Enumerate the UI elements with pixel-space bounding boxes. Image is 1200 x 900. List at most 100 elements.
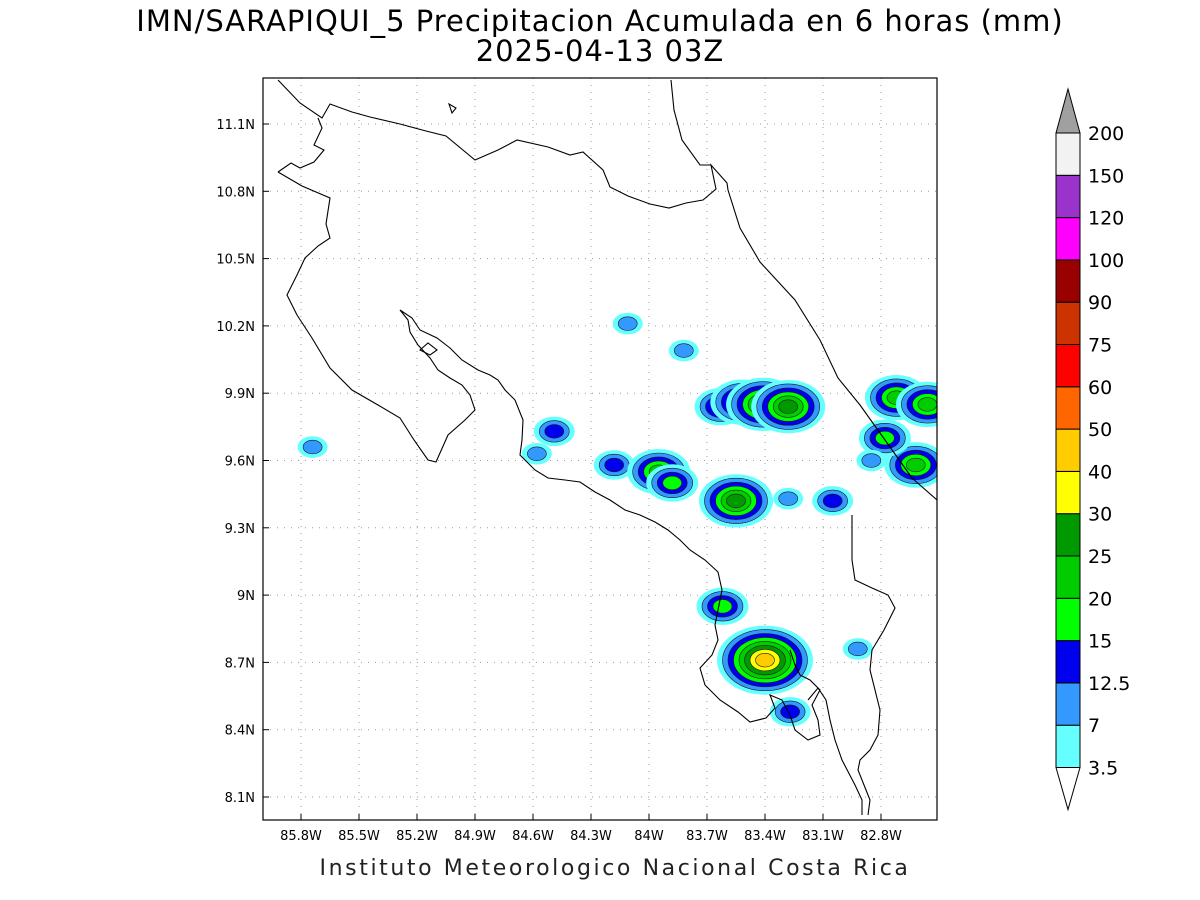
y-tick-label: 9.6N <box>225 455 255 470</box>
precip-cell <box>812 486 854 516</box>
colorbar-swatch <box>1055 132 1081 176</box>
precip-cell <box>842 638 873 660</box>
colorbar-label: 12.5 <box>1088 673 1130 695</box>
precip-contour <box>544 424 565 439</box>
y-tick-label: 8.1N <box>225 791 255 806</box>
colorbar-label: 40 <box>1088 461 1112 483</box>
x-tick-label: 85.5W <box>338 829 380 844</box>
colorbar-label: 50 <box>1088 419 1112 441</box>
y-tick-label: 11.1N <box>216 118 255 133</box>
x-tick-label: 84W <box>634 829 664 844</box>
colorbar-swatch <box>1055 470 1081 515</box>
colorbar-swatch <box>1055 174 1081 219</box>
colorbar-under-arrow <box>1055 767 1081 812</box>
precip-contour <box>780 704 800 719</box>
precip-cell <box>773 487 804 510</box>
x-tick-label: 83.1W <box>802 829 844 844</box>
colorbar-swatch <box>1055 386 1081 430</box>
precip-cell <box>751 380 826 434</box>
colorbar-swatch <box>1055 259 1081 303</box>
precip-contour <box>755 653 775 668</box>
map-subtitle-date: 2025-04-13 03Z <box>475 34 725 68</box>
precip-cell <box>646 464 699 502</box>
colorbar-swatch <box>1055 301 1081 346</box>
precip-contour <box>527 446 547 461</box>
precip-contour <box>617 316 638 331</box>
x-tick-label: 82.8W <box>860 829 902 844</box>
y-tick-label: 8.7N <box>225 656 255 671</box>
precipitation-layer <box>297 312 937 727</box>
colorbar-swatch <box>1055 597 1081 642</box>
map-title: IMN/SARAPIQUI_5 Precipitacion Acumulada … <box>136 4 1064 38</box>
y-tick-label: 10.2N <box>216 320 255 335</box>
colorbar-label: 150 <box>1088 165 1124 187</box>
colorbar-swatch <box>1055 344 1081 388</box>
precip-cell <box>696 587 749 626</box>
coastline-layer <box>277 79 937 816</box>
colorbar-label: 120 <box>1088 208 1124 230</box>
axis-ticks: 85.8W 85.5W 85.2W 84.9W 84.6W 84.3W 84W 83.7W 83… <box>216 118 902 844</box>
colorbar-label: 25 <box>1088 546 1112 568</box>
precip-cell <box>533 416 575 447</box>
island-outline <box>448 102 457 115</box>
colorbar-label: 3.5 <box>1088 758 1118 780</box>
coastline <box>277 79 937 501</box>
precip-contour <box>917 397 937 412</box>
lake-outline <box>419 342 438 356</box>
colorbar-label: 60 <box>1088 377 1112 399</box>
precip-contour <box>726 493 746 509</box>
precip-contour <box>604 457 625 473</box>
precip-cell <box>699 474 773 528</box>
colorbar-label: 15 <box>1088 631 1112 653</box>
y-tick-label: 9.3N <box>225 522 255 537</box>
x-tick-label: 84.9W <box>454 829 496 844</box>
colorbar-swatch <box>1055 217 1081 261</box>
precip-cell <box>856 449 887 472</box>
precip-cell <box>668 339 699 362</box>
precip-cell <box>521 442 552 465</box>
colorbar-label: 90 <box>1088 292 1112 314</box>
x-tick-label: 83.7W <box>686 829 728 844</box>
precip-contour <box>662 475 683 491</box>
precip-contour <box>875 430 895 446</box>
colorbar-legend: 3.5 7 12.5 15 20 25 30 40 50 60 75 90 100 120 150 200 <box>1055 87 1130 812</box>
x-tick-label: 85.2W <box>396 829 438 844</box>
colorbar-swatch <box>1055 513 1081 557</box>
map-gridlines <box>263 78 937 820</box>
colorbar-swatch <box>1055 555 1081 599</box>
colorbar-label: 100 <box>1088 250 1124 272</box>
colorbar-swatch <box>1055 640 1081 684</box>
colorbar-over-arrow <box>1055 87 1081 134</box>
colorbar-swatch <box>1055 724 1081 769</box>
precip-cell <box>612 312 643 335</box>
x-tick-label: 84.6W <box>512 829 554 844</box>
precip-cell <box>593 450 635 480</box>
colorbar-label: 75 <box>1088 335 1112 357</box>
colorbar-label: 30 <box>1088 504 1112 526</box>
precip-contour <box>905 457 926 473</box>
precip-contour <box>778 399 799 414</box>
colorbar-label: 20 <box>1088 588 1112 610</box>
precip-cell <box>769 696 811 727</box>
y-tick-label: 8.4N <box>225 724 255 739</box>
precip-cell <box>297 436 328 458</box>
precip-contour <box>861 453 882 468</box>
precip-cell <box>717 625 813 695</box>
y-tick-label: 9.9N <box>225 387 255 402</box>
precip-contour <box>712 599 733 614</box>
precip-cell <box>895 381 937 428</box>
colorbar-label: 200 <box>1088 123 1124 145</box>
precip-contour <box>673 343 694 358</box>
colorbar-swatch <box>1055 682 1081 726</box>
coastline <box>277 117 896 816</box>
colorbar-swatch <box>1055 428 1081 472</box>
precip-cell <box>858 419 911 457</box>
precip-contour <box>778 491 799 506</box>
map-frame <box>262 77 938 821</box>
precip-contour <box>822 493 843 509</box>
y-tick-label: 10.8N <box>216 185 255 200</box>
precip-contour <box>847 641 868 657</box>
y-tick-label: 9N <box>237 589 255 604</box>
x-tick-label: 84.3W <box>570 829 612 844</box>
y-tick-label: 10.5N <box>216 253 255 268</box>
